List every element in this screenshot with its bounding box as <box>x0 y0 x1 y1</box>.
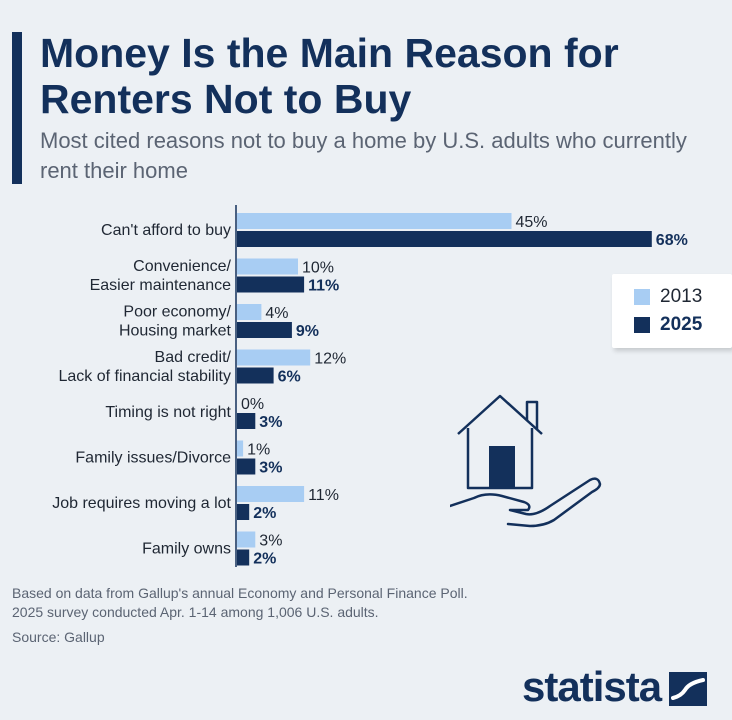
category-label: Timing is not right <box>105 404 231 421</box>
category-label: Poor economy/ <box>123 304 231 321</box>
legend-item-2025: 2025 <box>634 312 702 338</box>
statista-brand[interactable]: statista <box>522 663 708 710</box>
bar-2025 <box>237 367 274 384</box>
data-label-2013: 3% <box>259 533 282 550</box>
bar-2025 <box>237 322 292 338</box>
bar-chart: Can't afford to buy 45% 68% Convenience/Eas… <box>52 205 688 568</box>
chart-title: Money Is the Main Reason for Renters Not… <box>40 30 619 122</box>
house-in-hand-icon <box>450 394 602 528</box>
brand-wordmark: statista <box>522 663 662 710</box>
data-label-2025: 68% <box>656 232 688 249</box>
data-label-2013: 4% <box>265 305 288 322</box>
category-label: Family issues/Divorce <box>75 450 231 467</box>
data-label-2025: 9% <box>296 323 319 340</box>
bar-2025 <box>237 504 250 520</box>
data-label-2025: 3% <box>259 414 282 431</box>
footnote-line-1: Based on data from Gallup's annual Econo… <box>12 585 468 601</box>
data-label-2025: 2% <box>253 551 276 568</box>
bar-2025 <box>237 413 256 429</box>
data-label-2025: 11% <box>308 278 339 295</box>
legend-label-2013: 2013 <box>660 286 703 307</box>
legend-swatch-2013 <box>634 289 650 305</box>
data-label-2013: 12% <box>314 351 346 368</box>
legend-swatch-2025 <box>634 317 650 333</box>
bar-2013 <box>237 258 298 275</box>
data-label-2025: 6% <box>278 369 301 386</box>
data-label-2013: 45% <box>516 214 548 231</box>
category-label: Easier maintenance <box>90 277 232 294</box>
category-label: Lack of financial stability <box>58 368 231 385</box>
bar-2025 <box>237 458 256 475</box>
footnote-line-2: 2025 survey conducted Apr. 1-14 among 1,… <box>12 604 379 620</box>
category-label: Can't afford to buy <box>101 222 231 239</box>
legend-item-2013: 2013 <box>634 284 702 310</box>
category-label: Bad credit/ <box>155 349 232 366</box>
data-label-2013: 0% <box>241 396 264 413</box>
chart-subtitle: Most cited reasons not to buy a home by … <box>40 128 687 183</box>
category-label: Convenience/ <box>133 258 231 275</box>
bar-2013 <box>237 304 262 320</box>
category-label: Housing market <box>119 323 232 340</box>
statista-logo-icon <box>669 672 708 706</box>
title-accent-bar <box>12 32 22 184</box>
source-note: Source: Gallup <box>12 629 105 645</box>
category-label: Family owns <box>142 541 231 558</box>
data-label-2025: 2% <box>253 505 276 522</box>
data-label-2013: 11% <box>308 487 339 504</box>
data-label-2025: 3% <box>259 460 282 477</box>
bar-2013 <box>237 486 305 502</box>
category-label: Job requires moving a lot <box>52 495 231 512</box>
bar-2025 <box>237 549 250 566</box>
footnote: Based on data from Gallup's annual Econo… <box>12 584 712 622</box>
bar-2025 <box>237 231 652 247</box>
chart-legend: 2013 2025 <box>612 274 732 348</box>
bar-2013 <box>237 440 244 457</box>
bar-2013 <box>237 213 512 229</box>
bar-2013 <box>237 531 256 548</box>
bar-2013 <box>237 349 311 366</box>
legend-label-2025: 2025 <box>660 314 703 335</box>
bar-2025 <box>237 276 305 293</box>
data-label-2013: 10% <box>302 260 334 277</box>
data-label-2013: 1% <box>247 442 270 459</box>
